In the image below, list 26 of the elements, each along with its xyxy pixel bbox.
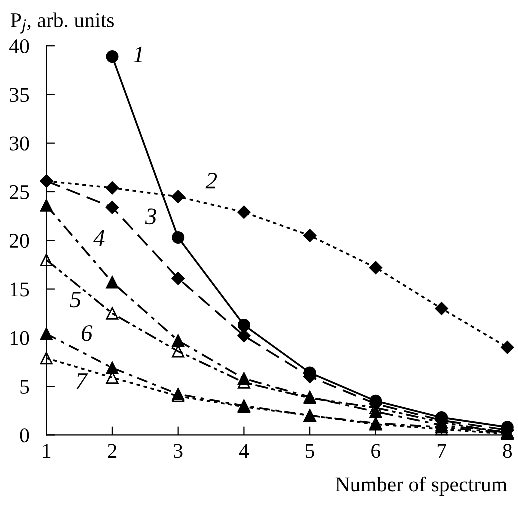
y-tick-label: 0: [20, 428, 30, 443]
y-tick-label: 30: [10, 136, 30, 151]
x-tick-label: 3: [174, 444, 183, 458]
x-tick-label: 7: [438, 444, 446, 458]
series-label: 6: [82, 325, 93, 342]
x-tick-label: 2: [108, 444, 117, 458]
y-axis-title: P$_{j}$, arb. units: [10, 12, 114, 34]
x-tick-label: 6: [372, 444, 381, 458]
y-tick-label: 35: [10, 88, 30, 102]
y-tick-label: 20: [10, 234, 30, 248]
x-axis-title: Number of spectrum: [336, 476, 508, 496]
series-label: 3: [145, 208, 156, 225]
series-label: 2: [206, 173, 218, 189]
y-tick-label: 15: [10, 282, 30, 297]
y-tick-label: 5: [20, 380, 30, 394]
y-tick-label: 25: [10, 185, 30, 200]
series-label: 4: [94, 230, 105, 246]
series-label: 7: [76, 374, 88, 390]
x-tick-label: 4: [239, 444, 250, 458]
y-tick-label: 10: [10, 331, 30, 346]
x-tick-label: 8: [503, 444, 512, 458]
x-tick-label: 5: [306, 444, 314, 458]
series-label: 5: [70, 292, 81, 308]
series-label: 1: [134, 46, 142, 62]
x-tick-label: 1: [43, 444, 51, 458]
y-tick-label: 40: [10, 39, 30, 54]
